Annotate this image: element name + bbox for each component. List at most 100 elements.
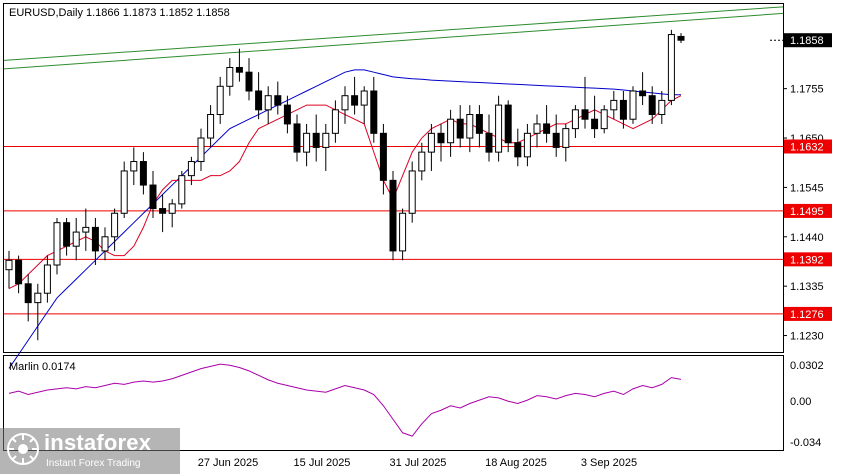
candle <box>571 105 579 139</box>
candle-body <box>581 109 589 120</box>
candle <box>379 123 387 195</box>
channel-upper-line <box>3 6 784 61</box>
candle <box>667 29 675 106</box>
level-price-box <box>784 252 832 267</box>
candle <box>591 95 599 139</box>
candle <box>139 152 147 195</box>
candle <box>370 76 378 143</box>
candle-body <box>648 95 656 116</box>
candle <box>63 217 71 256</box>
candle-body <box>370 90 378 134</box>
candle-body <box>456 118 464 139</box>
candle-body <box>293 123 301 153</box>
symbol-header: EURUSD,Daily 1.1866 1.1873 1.1852 1.1858 <box>9 7 230 19</box>
candle-body <box>427 132 435 153</box>
candle <box>658 91 666 124</box>
candle-body <box>418 151 426 172</box>
candle <box>581 76 589 129</box>
candle-body <box>658 99 666 116</box>
candle <box>322 123 330 171</box>
candle-body <box>178 175 186 205</box>
candle <box>293 114 301 162</box>
candle <box>283 95 291 134</box>
candle <box>351 76 359 115</box>
candle <box>399 208 407 261</box>
candle-body <box>677 35 685 41</box>
candle <box>82 208 90 251</box>
price-tick-label: 1.1545 <box>790 182 824 194</box>
candle-body <box>447 118 455 144</box>
candles <box>5 29 685 341</box>
candle-body <box>255 90 263 111</box>
candle <box>341 86 349 124</box>
candle <box>600 105 608 134</box>
candle <box>543 105 551 143</box>
candle <box>389 170 397 261</box>
candle <box>274 81 282 115</box>
candle <box>5 250 13 289</box>
candle-body <box>53 222 61 266</box>
candle-body <box>629 90 637 120</box>
candle <box>447 109 455 157</box>
trend-channel <box>3 6 784 70</box>
candle-body <box>485 132 493 153</box>
candle <box>360 86 368 124</box>
candle-body <box>5 259 13 271</box>
candle <box>639 72 647 106</box>
candle-body <box>600 109 608 130</box>
candle-body <box>667 34 675 101</box>
candle-body <box>552 132 560 148</box>
candle <box>427 123 435 171</box>
marlin-label: Marlin 0.0174 <box>9 361 76 373</box>
candle-body <box>360 90 368 106</box>
candle <box>216 76 224 124</box>
candle <box>312 114 320 162</box>
candle <box>495 95 503 162</box>
price-tick-label: 1.1440 <box>790 232 824 244</box>
candle-body <box>495 104 503 153</box>
candle-body <box>341 95 349 111</box>
candle <box>514 128 522 167</box>
level-price-label: 1.1495 <box>790 206 824 218</box>
candle-body <box>274 95 282 106</box>
date-label: 3 Sep 2025 <box>581 457 637 469</box>
candle-body <box>389 179 397 252</box>
candle <box>197 128 205 171</box>
candle <box>475 105 483 148</box>
price-tick-label: 1.1335 <box>790 281 824 293</box>
candle-body <box>226 66 234 87</box>
candle <box>24 274 32 322</box>
candle-body <box>571 109 579 130</box>
candle-body <box>101 236 109 252</box>
candle-body <box>130 161 138 172</box>
candle-body <box>475 114 483 134</box>
watermark-brand: instaforex <box>44 430 152 455</box>
candle-body <box>159 208 167 214</box>
candle <box>255 72 263 120</box>
marlin-tick: 0.0302 <box>790 360 824 372</box>
candle-body <box>82 226 90 233</box>
candle-body <box>437 132 445 144</box>
candle-body <box>504 104 512 144</box>
marlin-tick: 0.00 <box>790 396 811 408</box>
candle <box>456 105 464 148</box>
level-price-label: 1.1632 <box>790 141 824 153</box>
candle <box>331 100 339 143</box>
candle-body <box>91 226 99 252</box>
candle-body <box>533 123 541 134</box>
date-label: 18 Aug 2025 <box>485 457 547 469</box>
candle-body <box>187 161 195 177</box>
candle-body <box>235 66 243 73</box>
candle <box>264 86 272 124</box>
current-price-box <box>784 33 832 48</box>
candle <box>187 156 195 186</box>
candle-body <box>197 137 205 163</box>
candle-body <box>408 170 416 214</box>
level-price-label: 1.1392 <box>790 254 824 266</box>
candle-body <box>34 292 42 304</box>
candle-body <box>216 85 224 116</box>
level-price-box <box>784 203 832 218</box>
level-price-box <box>784 306 832 321</box>
price-tick-label: 1.1230 <box>790 331 824 343</box>
